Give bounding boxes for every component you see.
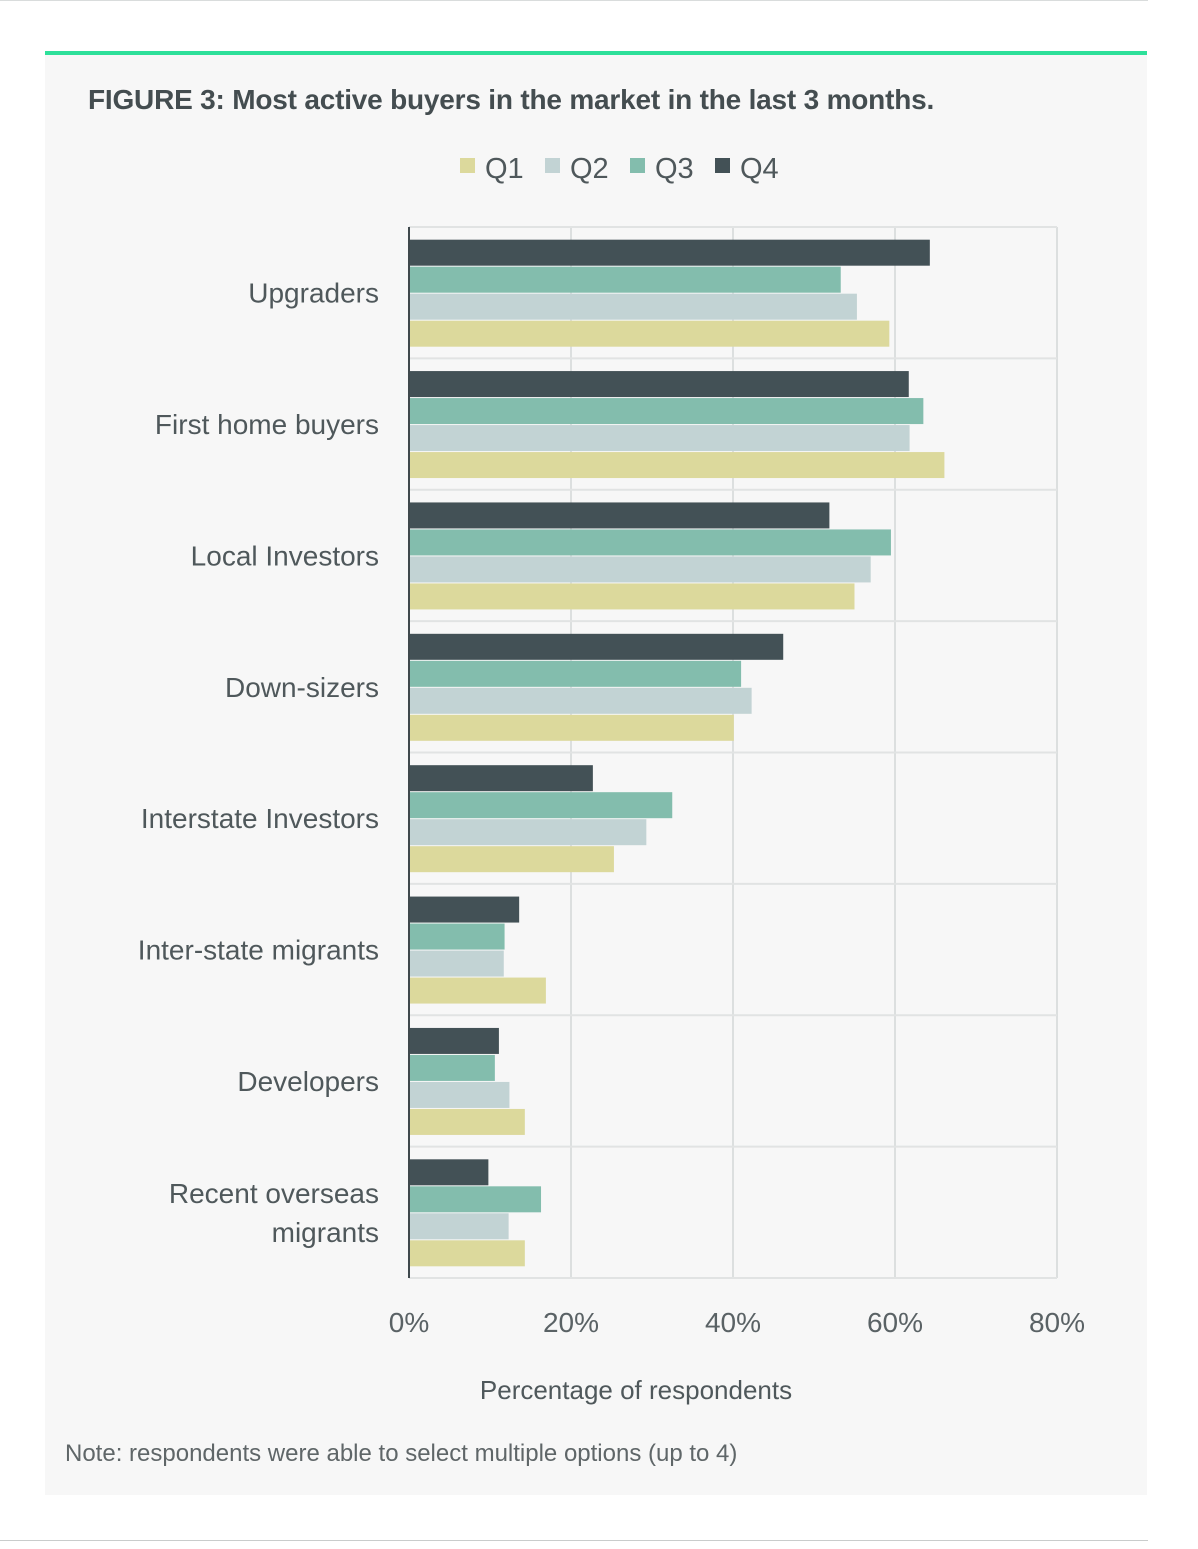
category-label: Recent overseas [169, 1178, 379, 1209]
bar-q4 [409, 633, 784, 660]
bar-q2 [409, 293, 857, 320]
legend-swatch-q4 [715, 158, 730, 173]
category-label: Inter-state migrants [138, 935, 379, 966]
category-label: Upgraders [248, 278, 379, 309]
category-label: First home buyers [155, 409, 379, 440]
category-label: Down-sizers [225, 672, 379, 703]
x-tick-label: 20% [543, 1307, 599, 1338]
x-axis-label: Percentage of respondents [480, 1375, 792, 1405]
bar-q2 [409, 425, 910, 452]
category-label: Developers [237, 1066, 379, 1097]
bar-q4 [409, 239, 930, 266]
bar-q2 [409, 556, 871, 583]
x-tick-label: 60% [867, 1307, 923, 1338]
bar-q3 [409, 660, 742, 687]
bar-q1 [409, 1108, 525, 1135]
bar-q4 [409, 765, 593, 792]
bar-q3 [409, 792, 673, 819]
bar-q3 [409, 529, 891, 556]
bar-q1 [409, 583, 855, 610]
bar-q4 [409, 371, 909, 398]
bar-q4 [409, 1159, 489, 1186]
x-tick-label: 80% [1029, 1307, 1085, 1338]
bar-q3 [409, 923, 505, 950]
legend-swatch-q1 [460, 158, 475, 173]
accent-rule [45, 51, 1147, 55]
bar-q3 [409, 1054, 495, 1081]
bar-q3 [409, 266, 841, 293]
x-tick-label: 0% [389, 1307, 429, 1338]
bar-q2 [409, 1081, 510, 1108]
bar-q1 [409, 846, 614, 873]
top-rule [0, 0, 1148, 1]
figure-title: FIGURE 3: Most active buyers in the mark… [88, 84, 935, 115]
category-label: Interstate Investors [141, 803, 379, 834]
bar-q2 [409, 687, 752, 714]
figure-note: Note: respondents were able to select mu… [65, 1440, 738, 1467]
bar-q1 [409, 452, 945, 479]
legend-label-q1: Q1 [485, 153, 524, 185]
bar-q3 [409, 1186, 542, 1213]
bar-q1 [409, 714, 734, 741]
bar-q1 [409, 977, 546, 1004]
legend-label-q2: Q2 [570, 153, 609, 185]
category-label: migrants [272, 1217, 379, 1248]
bottom-rule [0, 1540, 1148, 1541]
bar-q2 [409, 819, 647, 846]
bar-q2 [409, 950, 504, 977]
x-tick-label: 40% [705, 1307, 761, 1338]
bar-q3 [409, 398, 924, 425]
bar-q4 [409, 502, 830, 529]
legend-swatch-q3 [630, 158, 645, 173]
bar-q2 [409, 1213, 509, 1240]
legend-swatch-q2 [545, 158, 560, 173]
bar-q4 [409, 1027, 499, 1054]
legend-label-q4: Q4 [740, 153, 779, 185]
legend-label-q3: Q3 [655, 153, 694, 185]
bar-q1 [409, 1240, 525, 1267]
bar-q1 [409, 320, 890, 347]
bar-q4 [409, 896, 520, 923]
category-label: Local Investors [191, 540, 379, 571]
